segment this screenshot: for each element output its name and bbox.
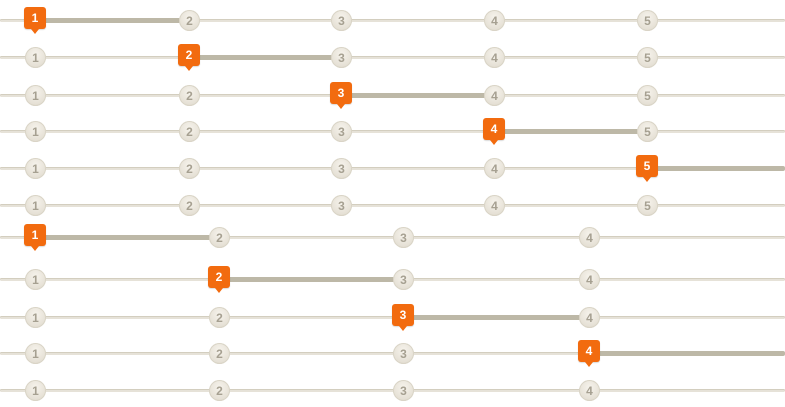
step-node-3[interactable]: 3	[331, 47, 352, 68]
step-node-4[interactable]: 4	[484, 47, 505, 68]
step-node-3[interactable]: 3	[393, 227, 414, 248]
step-node-4[interactable]: 4	[484, 195, 505, 216]
step-node-5[interactable]: 5	[637, 121, 658, 142]
step-node-2[interactable]: 2	[209, 343, 230, 364]
step-node-1[interactable]: 1	[25, 85, 46, 106]
slider-progress-segment	[403, 315, 589, 320]
five-step-slider-row[interactable]: 1 2 3 4 5	[0, 190, 785, 220]
step-node-1[interactable]: 1	[25, 307, 46, 328]
step-node-4[interactable]: 4	[579, 227, 600, 248]
step-node-2[interactable]: 2	[209, 227, 230, 248]
step-node-2[interactable]: 2	[179, 158, 200, 179]
five-step-slider-row[interactable]: 1 2 3 4 5	[0, 80, 785, 110]
step-node-1[interactable]: 1	[25, 158, 46, 179]
step-node-2[interactable]: 2	[209, 307, 230, 328]
slider-track[interactable]	[0, 167, 785, 170]
step-node-1[interactable]: 1	[25, 269, 46, 290]
slider-progress-segment	[35, 235, 219, 240]
slider-handle-marker[interactable]: 4	[578, 340, 600, 367]
slider-progress-segment	[35, 18, 189, 23]
step-node-3[interactable]: 3	[393, 380, 414, 401]
step-node-2[interactable]: 2	[179, 85, 200, 106]
step-node-1[interactable]: 1	[25, 47, 46, 68]
slider-handle-marker[interactable]: 5	[636, 155, 658, 182]
step-node-4[interactable]: 4	[484, 10, 505, 31]
slider-track[interactable]	[0, 236, 785, 239]
step-node-5[interactable]: 5	[637, 85, 658, 106]
slider-handle-marker[interactable]: 4	[483, 118, 505, 145]
step-node-4[interactable]: 4	[484, 85, 505, 106]
step-node-4[interactable]: 4	[579, 380, 600, 401]
step-node-1[interactable]: 1	[25, 195, 46, 216]
step-node-2[interactable]: 2	[179, 121, 200, 142]
step-node-5[interactable]: 5	[637, 10, 658, 31]
slider-handle-marker[interactable]: 3	[330, 82, 352, 109]
slider-track[interactable]	[0, 389, 785, 392]
step-node-3[interactable]: 3	[331, 10, 352, 31]
slider-track[interactable]	[0, 130, 785, 133]
step-node-3[interactable]: 3	[393, 269, 414, 290]
step-node-3[interactable]: 3	[331, 158, 352, 179]
step-node-2[interactable]: 2	[179, 195, 200, 216]
four-step-slider-row[interactable]: 1 2 3 4	[0, 375, 785, 405]
step-node-4[interactable]: 4	[579, 269, 600, 290]
step-node-5[interactable]: 5	[637, 195, 658, 216]
five-step-slider-row[interactable]: 1 2 3 4 5	[0, 116, 785, 146]
slider-handle-marker[interactable]: 2	[178, 44, 200, 71]
slider-handle-marker[interactable]: 1	[24, 7, 46, 34]
step-node-3[interactable]: 3	[393, 343, 414, 364]
four-step-slider-row[interactable]: 1 2 3 4	[0, 338, 785, 368]
step-node-5[interactable]: 5	[637, 47, 658, 68]
step-node-1[interactable]: 1	[25, 121, 46, 142]
slider-track[interactable]	[0, 204, 785, 207]
slider-track[interactable]	[0, 19, 785, 22]
four-step-slider-row[interactable]: 1 2 3 4	[0, 222, 785, 252]
step-node-3[interactable]: 3	[331, 195, 352, 216]
slider-progress-segment	[219, 277, 403, 282]
slider-handle-marker[interactable]: 2	[208, 266, 230, 293]
slider-progress-segment	[647, 166, 785, 171]
slider-track[interactable]	[0, 352, 785, 355]
slider-handle-marker[interactable]: 1	[24, 224, 46, 251]
slider-progress-segment	[494, 129, 647, 134]
slider-progress-segment	[189, 55, 341, 60]
five-step-slider-row[interactable]: 1 2 3 4 5	[0, 5, 785, 35]
slider-progress-segment	[341, 93, 494, 98]
step-node-1[interactable]: 1	[25, 343, 46, 364]
four-step-slider-row[interactable]: 1 2 3 4	[0, 302, 785, 332]
slider-progress-segment	[589, 351, 785, 356]
step-node-4[interactable]: 4	[484, 158, 505, 179]
step-node-2[interactable]: 2	[179, 10, 200, 31]
step-node-2[interactable]: 2	[209, 380, 230, 401]
slider-track[interactable]	[0, 56, 785, 59]
step-node-1[interactable]: 1	[25, 380, 46, 401]
step-node-3[interactable]: 3	[331, 121, 352, 142]
slider-handle-marker[interactable]: 3	[392, 304, 414, 331]
step-node-4[interactable]: 4	[579, 307, 600, 328]
five-step-slider-row[interactable]: 1 2 3 4 5	[0, 153, 785, 183]
four-step-slider-row[interactable]: 1 2 3 4	[0, 264, 785, 294]
five-step-slider-row[interactable]: 1 2 3 4 5	[0, 42, 785, 72]
